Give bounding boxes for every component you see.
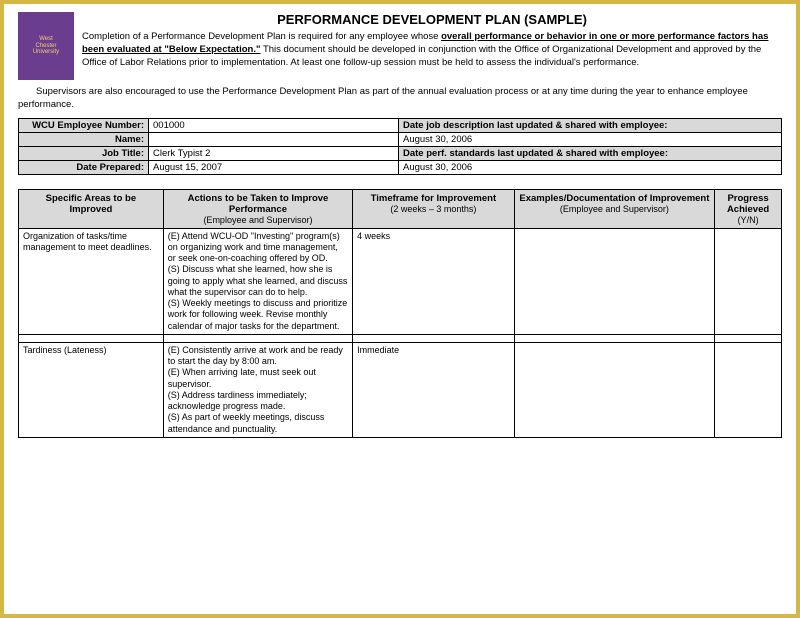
info-label-right: Date job description last updated & shar… bbox=[399, 118, 782, 132]
col-header-areas: Specific Areas to be Improved bbox=[19, 189, 164, 228]
header-content: PERFORMANCE DEVELOPMENT PLAN (SAMPLE) Co… bbox=[82, 12, 782, 80]
cell-timeframe: 4 weeks bbox=[353, 228, 515, 334]
info-row-1: Name: August 30, 2006 bbox=[19, 132, 782, 146]
cell-progress bbox=[715, 342, 782, 437]
col-header-title: Specific Areas to be Improved bbox=[46, 193, 136, 215]
document-title: PERFORMANCE DEVELOPMENT PLAN (SAMPLE) bbox=[82, 12, 782, 27]
cell-examples bbox=[514, 228, 714, 334]
header-block: West Chester University PERFORMANCE DEVE… bbox=[18, 12, 782, 80]
col-header-title: Actions to be Taken to Improve Performan… bbox=[188, 193, 329, 215]
cell-area: Tardiness (Lateness) bbox=[19, 342, 164, 437]
info-label-right: Date perf. standards last updated & shar… bbox=[399, 146, 782, 160]
cell-area: Organization of tasks/time management to… bbox=[19, 228, 164, 334]
col-header-timeframe: Timeframe for Improvement(2 weeks – 3 mo… bbox=[353, 189, 515, 228]
gap-row bbox=[19, 334, 782, 342]
col-header-title: Examples/Documentation of Improvement bbox=[519, 193, 709, 204]
logo-line3: University bbox=[33, 49, 59, 56]
info-label: Job Title: bbox=[19, 146, 149, 160]
info-value: Clerk Typist 2 bbox=[149, 146, 399, 160]
info-row-3: Date Prepared: August 15, 2007 August 30… bbox=[19, 160, 782, 174]
intro-prefix: Completion of a Performance Development … bbox=[82, 31, 441, 42]
intro-paragraph: Completion of a Performance Development … bbox=[82, 31, 782, 69]
col-header-actions: Actions to be Taken to Improve Performan… bbox=[163, 189, 352, 228]
plan-table: Specific Areas to be Improved Actions to… bbox=[18, 189, 782, 438]
info-value-right: August 30, 2006 bbox=[399, 160, 782, 174]
document-page: West Chester University PERFORMANCE DEVE… bbox=[0, 0, 800, 618]
plan-row-0: Organization of tasks/time management to… bbox=[19, 228, 782, 334]
col-header-sub: (Employee and Supervisor) bbox=[168, 215, 348, 225]
info-label: Name: bbox=[19, 132, 149, 146]
cell-progress bbox=[715, 228, 782, 334]
col-header-title: Timeframe for Improvement bbox=[371, 193, 496, 204]
info-value bbox=[149, 132, 399, 146]
plan-header-row: Specific Areas to be Improved Actions to… bbox=[19, 189, 782, 228]
info-value-right: August 30, 2006 bbox=[399, 132, 782, 146]
cell-examples bbox=[514, 342, 714, 437]
col-header-sub: (2 weeks – 3 months) bbox=[357, 204, 510, 214]
info-value: August 15, 2007 bbox=[149, 160, 399, 174]
info-row-2: Job Title: Clerk Typist 2 Date perf. sta… bbox=[19, 146, 782, 160]
col-header-progress: Progress Achieved(Y/N) bbox=[715, 189, 782, 228]
info-value: 001000 bbox=[149, 118, 399, 132]
wcu-logo: West Chester University bbox=[18, 12, 74, 80]
info-row-0: WCU Employee Number: 001000 Date job des… bbox=[19, 118, 782, 132]
col-header-title: Progress Achieved bbox=[727, 193, 769, 215]
info-label: Date Prepared: bbox=[19, 160, 149, 174]
col-header-sub: (Employee and Supervisor) bbox=[519, 204, 710, 214]
logo-line1: West bbox=[39, 36, 53, 43]
intro-paragraph-2: Supervisors are also encouraged to use t… bbox=[18, 86, 782, 112]
cell-actions: (E) Consistently arrive at work and be r… bbox=[163, 342, 352, 437]
col-header-examples: Examples/Documentation of Improvement(Em… bbox=[514, 189, 714, 228]
cell-timeframe: Immediate bbox=[353, 342, 515, 437]
col-header-sub: (Y/N) bbox=[719, 215, 777, 225]
plan-row-1: Tardiness (Lateness) (E) Consistently ar… bbox=[19, 342, 782, 437]
logo-line2: Chester bbox=[35, 43, 56, 50]
employee-info-table: WCU Employee Number: 001000 Date job des… bbox=[18, 118, 782, 175]
cell-actions: (E) Attend WCU-OD "Investing" program(s)… bbox=[163, 228, 352, 334]
info-label: WCU Employee Number: bbox=[19, 118, 149, 132]
